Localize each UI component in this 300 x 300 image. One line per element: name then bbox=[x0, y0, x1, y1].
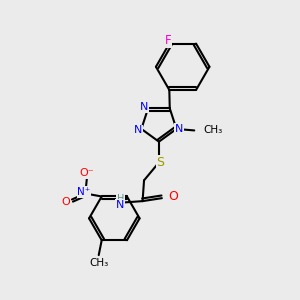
Text: CH₃: CH₃ bbox=[204, 125, 223, 135]
Text: H: H bbox=[117, 194, 124, 204]
Text: N: N bbox=[116, 200, 124, 210]
Text: N: N bbox=[140, 102, 149, 112]
Text: N: N bbox=[134, 125, 142, 135]
Text: N: N bbox=[175, 124, 184, 134]
Text: F: F bbox=[164, 34, 171, 47]
Text: S: S bbox=[156, 156, 164, 169]
Text: CH₃: CH₃ bbox=[89, 257, 108, 268]
Text: O⁻: O⁻ bbox=[80, 168, 94, 178]
Text: O: O bbox=[62, 197, 70, 207]
Text: N⁺: N⁺ bbox=[77, 187, 91, 197]
Text: O: O bbox=[168, 190, 178, 203]
